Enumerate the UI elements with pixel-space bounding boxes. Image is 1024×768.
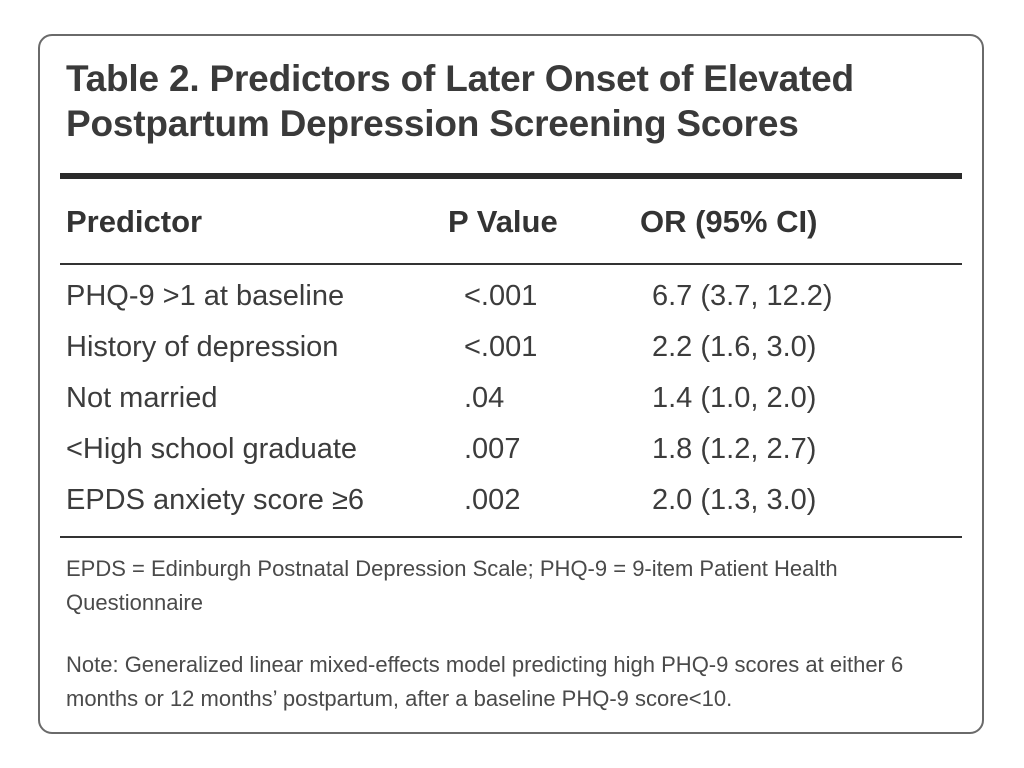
header-p-value: P Value: [448, 204, 558, 239]
table-row: <High school graduate .007 1.8 (1.2, 2.7…: [66, 429, 962, 480]
cell-p-value: <.001: [464, 280, 538, 312]
table-row: PHQ-9 >1 at baseline <.001 6.7 (3.7, 12.…: [66, 276, 962, 327]
cell-or-ci: 1.4 (1.0, 2.0): [652, 382, 817, 414]
title-divider: [60, 173, 962, 179]
cell-predictor: Not married: [66, 382, 218, 414]
table-header-row: Predictor P Value OR (95% CI): [66, 204, 962, 248]
header-divider: [60, 263, 962, 265]
cell-predictor: History of depression: [66, 331, 339, 363]
body-divider: [60, 536, 962, 538]
table-row: EPDS anxiety score ≥6 .002 2.0 (1.3, 3.0…: [66, 480, 962, 531]
table-title: Table 2. Predictors of Later Onset of El…: [66, 58, 854, 144]
cell-p-value: <.001: [464, 331, 538, 363]
cell-p-value: .002: [464, 484, 521, 516]
cell-predictor: PHQ-9 >1 at baseline: [66, 280, 345, 312]
cell-or-ci: 2.0 (1.3, 3.0): [652, 484, 817, 516]
table-body: PHQ-9 >1 at baseline <.001 6.7 (3.7, 12.…: [66, 276, 962, 531]
abbreviations-footnote: EPDS = Edinburgh Postnatal Depression Sc…: [66, 556, 838, 615]
model-note-footnote: Note: Generalized linear mixed-effects m…: [66, 652, 904, 711]
cell-or-ci: 1.8 (1.2, 2.7): [652, 433, 817, 465]
table-card: Table 2. Predictors of Later Onset of El…: [38, 34, 984, 734]
cell-p-value: .007: [464, 433, 521, 465]
cell-or-ci: 2.2 (1.6, 3.0): [652, 331, 817, 363]
cell-predictor: <High school graduate: [66, 433, 358, 465]
cell-p-value: .04: [464, 382, 505, 414]
table-row: Not married .04 1.4 (1.0, 2.0): [66, 378, 962, 429]
table-row: History of depression <.001 2.2 (1.6, 3.…: [66, 327, 962, 378]
header-or-ci: OR (95% CI): [640, 204, 818, 239]
cell-predictor: EPDS anxiety score ≥6: [66, 484, 364, 516]
cell-or-ci: 6.7 (3.7, 12.2): [652, 280, 833, 312]
header-predictor: Predictor: [66, 204, 203, 239]
